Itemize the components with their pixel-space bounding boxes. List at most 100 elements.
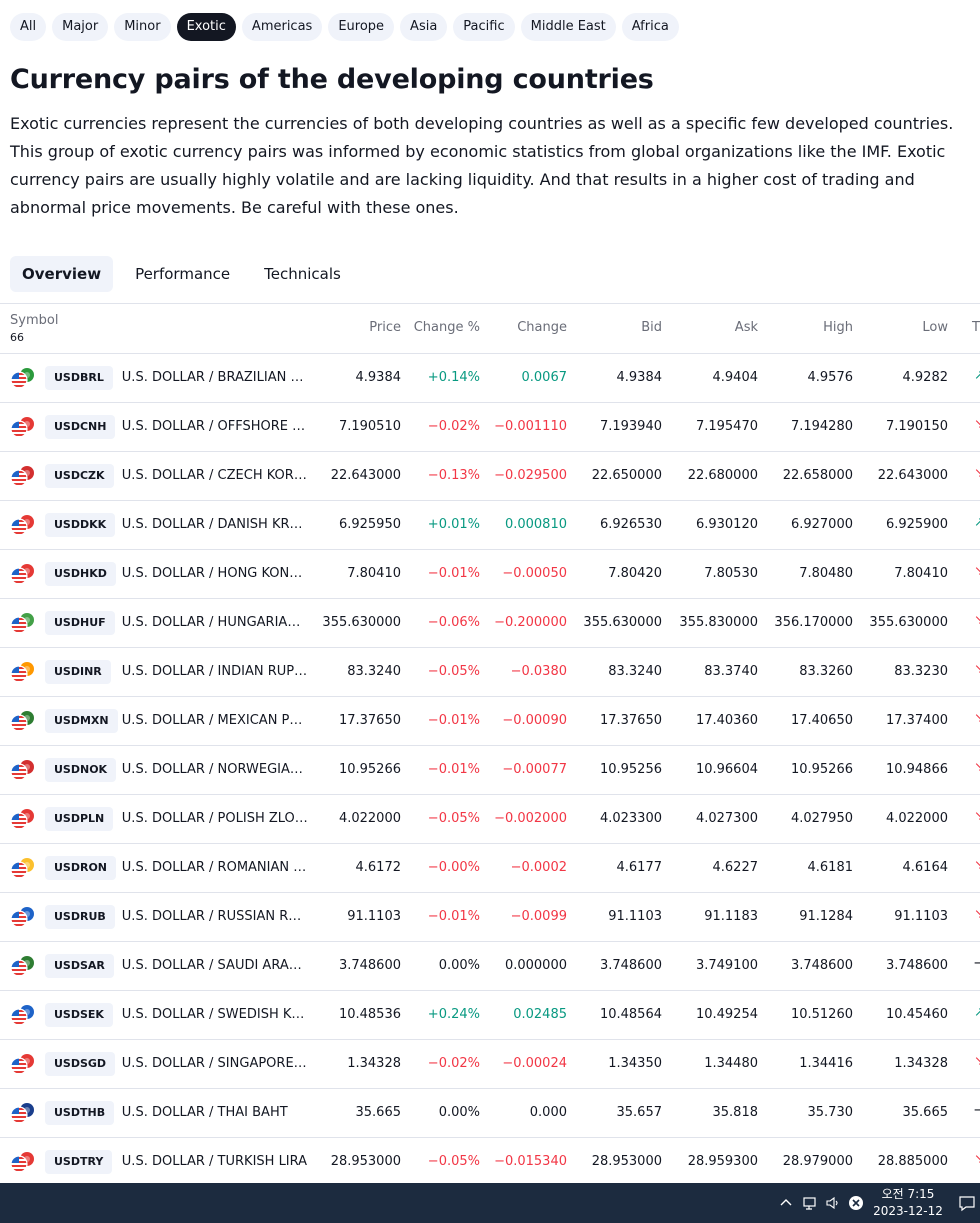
- trend-arrow-icon: ↗: [974, 368, 980, 383]
- symbol-ticker[interactable]: USDBRL: [45, 366, 113, 390]
- table-row[interactable]: USDRUB U.S. DOLLAR / RUSSIAN RUB... 91.110…: [0, 893, 980, 942]
- table-row[interactable]: USDINR U.S. DOLLAR / INDIAN RUPEE 83.3240 −…: [0, 648, 980, 697]
- cell-price: 7.190510: [338, 419, 401, 434]
- status-error-icon[interactable]: [848, 1195, 864, 1211]
- table-row[interactable]: USDHKD U.S. DOLLAR / HONG KONG ... 7.80410…: [0, 550, 980, 599]
- cell-ask: 4.6227: [712, 860, 759, 875]
- cell-high: 35.730: [807, 1105, 854, 1120]
- table-row[interactable]: USDSGD U.S. DOLLAR / SINGAPORE D... 1.3432…: [0, 1040, 980, 1089]
- cell-low: 1.34328: [894, 1056, 948, 1071]
- currency-flag-icon: [10, 515, 34, 536]
- cell-change-pct: −0.01%: [427, 909, 480, 924]
- cell-change-pct: −0.05%: [427, 811, 480, 826]
- currency-flag-icon: [10, 1054, 34, 1075]
- symbol-ticker[interactable]: USDHKD: [45, 562, 116, 586]
- cell-low: 7.190150: [885, 419, 948, 434]
- table-row[interactable]: USDBRL U.S. DOLLAR / BRAZILIAN R... 4.9384…: [0, 354, 980, 403]
- cell-low: 4.9282: [902, 370, 949, 385]
- symbol-ticker[interactable]: USDNOK: [45, 758, 117, 782]
- symbol-ticker[interactable]: USDSEK: [45, 1003, 113, 1027]
- cell-change: 0.000: [529, 1105, 567, 1120]
- currency-flag-icon: [10, 564, 34, 585]
- column-header-low[interactable]: Low: [922, 320, 948, 335]
- table-row[interactable]: USDCZK U.S. DOLLAR / CZECH KORU... 22.6430…: [0, 452, 980, 501]
- pair-name: U.S. DOLLAR / TURKISH LIRA: [121, 1154, 308, 1169]
- filter-chip-asia[interactable]: Asia: [400, 13, 448, 41]
- filter-chip-exotic[interactable]: Exotic: [176, 13, 236, 41]
- pair-name: U.S. DOLLAR / SAUDI ARABI...: [121, 958, 310, 973]
- tab-overview[interactable]: Overview: [10, 256, 114, 292]
- currency-flag-icon: [10, 1152, 34, 1173]
- column-header-change[interactable]: Change: [517, 320, 567, 335]
- table-row[interactable]: USDRON U.S. DOLLAR / ROMANIAN L... 4.6172 −…: [0, 844, 980, 893]
- column-header-bid[interactable]: Bid: [641, 320, 662, 335]
- symbol-ticker[interactable]: USDCNH: [45, 415, 116, 439]
- symbol-ticker[interactable]: USDHUF: [45, 611, 115, 635]
- filter-chip-all[interactable]: All: [10, 13, 47, 41]
- table-row[interactable]: USDSAR U.S. DOLLAR / SAUDI ARABI... 3.7486…: [0, 942, 980, 991]
- system-clock[interactable]: 오전 7:15 2023-12-12: [868, 1186, 948, 1220]
- cell-price: 4.9384: [355, 370, 402, 385]
- symbol-ticker[interactable]: USDRUB: [45, 905, 115, 929]
- cell-high: 4.027950: [790, 811, 853, 826]
- table-header: Symbol 66 Price Change % Change Bid Ask High L…: [0, 304, 980, 354]
- symbol-ticker[interactable]: USDDKK: [45, 513, 116, 537]
- cell-bid: 83.3240: [608, 664, 662, 679]
- symbol-ticker[interactable]: USDMXN: [45, 709, 118, 733]
- clock-date: 2023-12-12: [873, 1204, 943, 1218]
- filter-chip-africa[interactable]: Africa: [621, 13, 679, 41]
- cell-high: 28.979000: [782, 1154, 853, 1169]
- cell-bid: 355.630000: [583, 615, 662, 630]
- table-row[interactable]: USDSEK U.S. DOLLAR / SWEDISH KRO... 10.485…: [0, 991, 980, 1040]
- cell-change: −0.00050: [502, 566, 567, 581]
- table-row[interactable]: USDTHB U.S. DOLLAR / THAI BAHT 35.665 0.00%…: [0, 1089, 980, 1138]
- notification-icon[interactable]: [958, 1194, 976, 1212]
- column-header-price[interactable]: Price: [369, 320, 401, 335]
- column-header-truncated[interactable]: T: [972, 320, 980, 335]
- tab-performance[interactable]: Performance: [135, 265, 231, 283]
- filter-chip-americas[interactable]: Americas: [241, 13, 323, 41]
- cell-ask: 91.1183: [704, 909, 758, 924]
- column-header-ask[interactable]: Ask: [734, 320, 758, 335]
- symbol-ticker[interactable]: USDSAR: [45, 954, 114, 978]
- table-row[interactable]: USDMXN U.S. DOLLAR / MEXICAN PESO 17.37650…: [0, 697, 980, 746]
- column-header-change-pct[interactable]: Change %: [413, 320, 480, 335]
- currency-flag-icon: [10, 711, 34, 732]
- tab-technicals[interactable]: Technicals: [264, 265, 341, 283]
- chevron-up-icon[interactable]: [778, 1195, 794, 1211]
- symbol-ticker[interactable]: USDTRY: [45, 1150, 113, 1174]
- column-header-high[interactable]: High: [823, 320, 853, 335]
- volume-icon[interactable]: [825, 1195, 841, 1211]
- symbol-ticker[interactable]: USDPLN: [45, 807, 114, 831]
- table-row[interactable]: USDTRY U.S. DOLLAR / TURKISH LIRA 28.95300…: [0, 1138, 980, 1183]
- filter-chip-middle-east[interactable]: Middle East: [520, 13, 616, 41]
- filter-chip-pacific[interactable]: Pacific: [453, 13, 515, 41]
- symbol-ticker[interactable]: USDINR: [45, 660, 111, 684]
- cell-change: −0.0380: [510, 664, 567, 679]
- table-row[interactable]: USDCNH U.S. DOLLAR / OFFSHORE C... 7.19051…: [0, 403, 980, 452]
- network-icon[interactable]: [802, 1195, 818, 1211]
- table-row[interactable]: USDDKK U.S. DOLLAR / DANISH KRONE 6.925950…: [0, 501, 980, 550]
- cell-price: 355.630000: [322, 615, 401, 630]
- currency-flag-icon: [10, 466, 34, 487]
- filter-chip-europe[interactable]: Europe: [328, 13, 395, 41]
- symbol-ticker[interactable]: USDRON: [45, 856, 117, 880]
- symbol-ticker[interactable]: USDSGD: [45, 1052, 116, 1076]
- table-row[interactable]: USDHUF U.S. DOLLAR / HUNGARIAN ... 355.630…: [0, 599, 980, 648]
- cell-ask: 4.9404: [712, 370, 759, 385]
- pair-name: U.S. DOLLAR / DANISH KRONE: [121, 517, 310, 532]
- table-row[interactable]: USDNOK U.S. DOLLAR / NORWEGIAN ... 10.9526…: [0, 746, 980, 795]
- filter-chip-major[interactable]: Major: [52, 13, 109, 41]
- symbol-ticker[interactable]: USDCZK: [45, 464, 114, 488]
- symbol-column-header[interactable]: Symbol 66: [10, 313, 58, 345]
- currency-flag-icon: [10, 613, 34, 634]
- cell-change-pct: +0.24%: [427, 1007, 480, 1022]
- filter-chip-minor[interactable]: Minor: [114, 13, 171, 41]
- table-row[interactable]: USDPLN U.S. DOLLAR / POLISH ZLOTY 4.022000…: [0, 795, 980, 844]
- cell-ask: 35.818: [712, 1105, 759, 1120]
- pair-name: U.S. DOLLAR / BRAZILIAN R...: [121, 370, 310, 385]
- trend-arrow-icon: ↘: [974, 907, 980, 922]
- trend-arrow-icon: ↘: [974, 1054, 980, 1069]
- symbol-ticker[interactable]: USDTHB: [45, 1101, 115, 1125]
- trend-arrow-icon: ↗: [974, 515, 980, 530]
